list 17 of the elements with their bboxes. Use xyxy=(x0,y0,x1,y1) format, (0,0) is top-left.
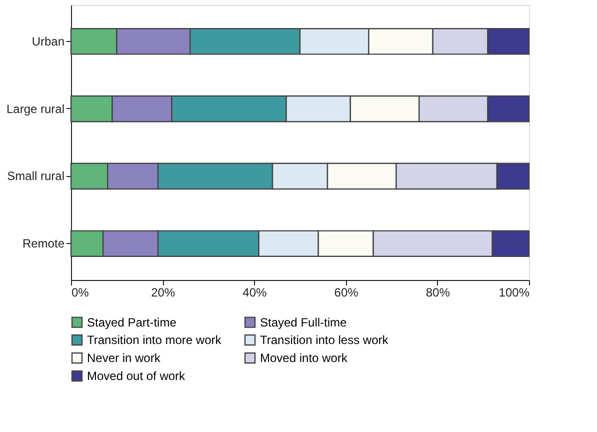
legend-label: Transition into less work xyxy=(260,333,390,347)
legend-label: Stayed Part-time xyxy=(87,315,177,330)
y-tick-label: Remote xyxy=(22,236,65,251)
legend-label: Stayed Full-time xyxy=(260,315,348,330)
legend-label: Transition into more work xyxy=(87,333,222,347)
x-tick-label: 80% xyxy=(426,286,450,300)
x-tick-label: 60% xyxy=(334,286,359,300)
legend-label: Moved out of work xyxy=(87,369,186,383)
y-tick-label: Urban xyxy=(32,34,64,48)
x-tick-label: 100% xyxy=(498,286,530,300)
x-tick-label: 40% xyxy=(242,286,268,300)
x-tick-label: 20% xyxy=(151,286,176,300)
legend-label: Moved into work xyxy=(260,351,348,365)
y-tick-label: Large rural xyxy=(6,102,64,116)
x-tick-label: 0% xyxy=(72,286,90,300)
y-tick-label: Small rural xyxy=(7,169,64,184)
legend-label: Never in work xyxy=(87,351,162,365)
